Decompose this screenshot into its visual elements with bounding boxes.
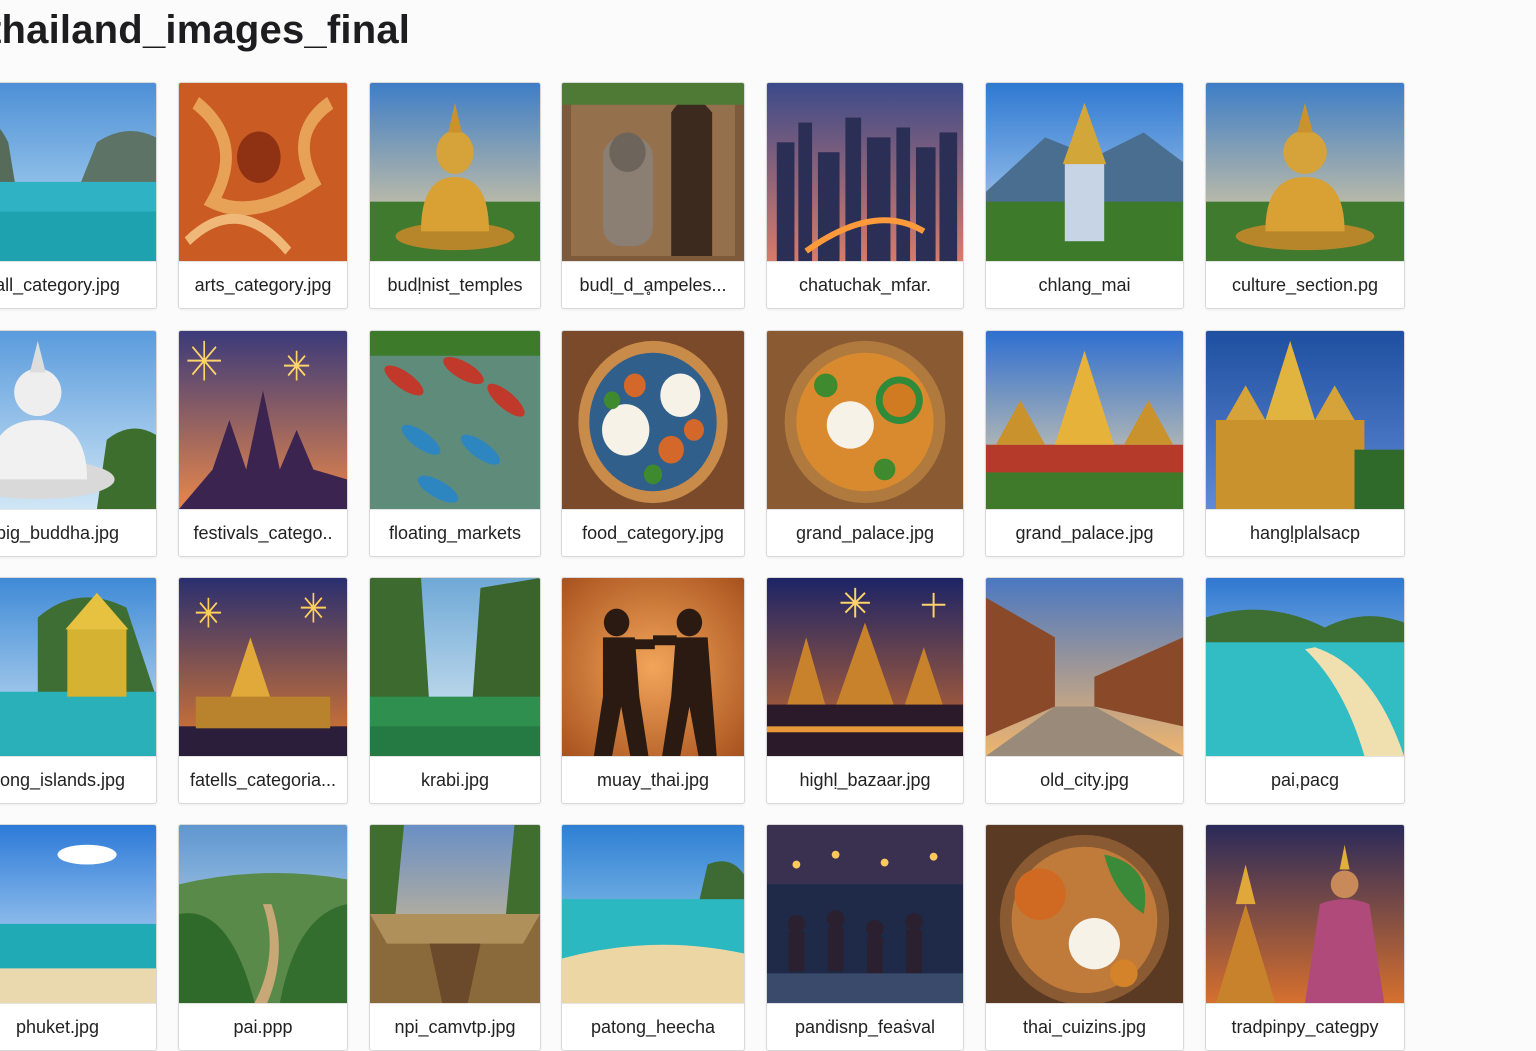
file-name-label: pai.ppp — [179, 1003, 347, 1050]
file-tile[interactable]: big_buddha.jpg — [0, 330, 157, 557]
file-name-label: floating_markets — [370, 509, 540, 556]
file-name-label: hong_islands.jpg — [0, 756, 156, 803]
file-name-label: panḋisnp_feaṡval — [767, 1003, 963, 1050]
file-tile[interactable]: budḷ_d_ḁmpeles... — [561, 82, 745, 309]
file-name-label: chatuchak_mfar. — [767, 261, 963, 308]
golden-buddha-image-icon — [1206, 83, 1404, 261]
file-tile[interactable]: panḋisnp_feaṡval — [766, 824, 964, 1051]
file-tile[interactable]: tradpinpy_categpy — [1205, 824, 1405, 1051]
mountain-temple-image-icon — [986, 83, 1183, 261]
file-tile[interactable]: patong_heecha — [561, 824, 745, 1051]
night-temple-image-icon — [767, 578, 963, 756]
file-name-label: npi_camvtp.jpg — [370, 1003, 540, 1050]
pagoda-fireworks-image-icon — [179, 578, 347, 756]
file-name-label: thai_cuizins.jpg — [986, 1003, 1183, 1050]
file-tile[interactable]: phuket.jpg — [0, 824, 157, 1051]
file-tile[interactable]: food_category.jpg — [561, 330, 745, 557]
file-name-label: krabi.jpg — [370, 756, 540, 803]
file-tile[interactable]: grand_palace.jpg — [766, 330, 964, 557]
sandy-beach-image-icon — [562, 825, 744, 1003]
white-buddha-image-icon — [0, 331, 156, 509]
file-name-label: hangḷplalsacp — [1206, 509, 1404, 556]
file-name-label: festivals_catego.. — [179, 509, 347, 556]
file-tile[interactable]: hangḷplalsacp — [1205, 330, 1405, 557]
file-name-label: old_city.jpg — [986, 756, 1183, 803]
file-name-label: phuket.jpg — [0, 1003, 156, 1050]
old-wall-road-image-icon — [986, 578, 1183, 756]
file-tile[interactable]: muay_thai.jpg — [561, 577, 745, 804]
file-grid: all_category.jpg arts_category.jpg budḷnis… — [0, 82, 1405, 1051]
curry-bowl-image-icon — [767, 331, 963, 509]
file-tile[interactable]: budḷnist_temples — [369, 82, 541, 309]
file-tile[interactable]: krabi.jpg — [369, 577, 541, 804]
file-tile[interactable]: arts_category.jpg — [178, 82, 348, 309]
file-tile[interactable]: floating_markets — [369, 330, 541, 557]
file-tile[interactable]: grand_palace.jpg — [985, 330, 1184, 557]
file-tile[interactable]: chlang_mai — [985, 82, 1184, 309]
boxers-silhouette-image-icon — [562, 578, 744, 756]
file-tile[interactable]: pai,pacg — [1205, 577, 1405, 804]
file-name-label: grand_palace.jpg — [767, 509, 963, 556]
file-tile[interactable]: hong_islands.jpg — [0, 577, 157, 804]
file-tile[interactable]: pai.ppp — [178, 824, 348, 1051]
file-tile[interactable]: fatells_categoria... — [178, 577, 348, 804]
thai-platter-image-icon — [986, 825, 1183, 1003]
file-name-label: big_buddha.jpg — [0, 509, 156, 556]
file-name-label: all_category.jpg — [0, 261, 156, 308]
stone-ruins-image-icon — [562, 83, 744, 261]
canyon-sunset-image-icon — [370, 825, 540, 1003]
night-market-image-icon — [767, 825, 963, 1003]
file-name-label: culture_section.pg — [1206, 261, 1404, 308]
beach-sky-image-icon — [0, 825, 156, 1003]
file-name-label: tradpinpy_categpy — [1206, 1003, 1404, 1050]
golden-palace-image-icon — [1206, 331, 1404, 509]
food-bowl-image-icon — [562, 331, 744, 509]
file-tile[interactable]: npi_camvtp.jpg — [369, 824, 541, 1051]
file-name-label: fatells_categoria... — [179, 756, 347, 803]
file-name-label: grand_palace.jpg — [986, 509, 1183, 556]
file-tile[interactable]: festivals_catego.. — [178, 330, 348, 557]
river-cliffs-image-icon — [370, 578, 540, 756]
file-name-label: muay_thai.jpg — [562, 756, 744, 803]
file-name-label: budḷnist_temples — [370, 261, 540, 308]
file-name-label: budḷ_d_ḁmpeles... — [562, 261, 744, 308]
file-name-label: pai,pacg — [1206, 756, 1404, 803]
beach-cove-image-icon — [1206, 578, 1404, 756]
file-name-label: arts_category.jpg — [179, 261, 347, 308]
grand-palace-image-icon — [986, 331, 1183, 509]
file-name-label: patong_heecha — [562, 1003, 744, 1050]
thai-dancer-image-icon — [1206, 825, 1404, 1003]
valley-path-image-icon — [179, 825, 347, 1003]
file-name-label: chlang_mai — [986, 261, 1183, 308]
file-name-label: highḷ_bazaar.jpg — [767, 756, 963, 803]
file-tile[interactable]: highḷ_bazaar.jpg — [766, 577, 964, 804]
temple-fireworks-image-icon — [179, 331, 347, 509]
file-tile[interactable]: thai_cuizins.jpg — [985, 824, 1184, 1051]
island-pavilion-image-icon — [0, 578, 156, 756]
file-tile[interactable]: chatuchak_mfar. — [766, 82, 964, 309]
mural-art-image-icon — [179, 83, 347, 261]
city-skyline-image-icon — [767, 83, 963, 261]
golden-buddha-image-icon — [370, 83, 540, 261]
lagoon-cliffs-image-icon — [0, 83, 156, 261]
folder-title: thailand_images_final — [0, 8, 411, 52]
file-name-label: food_category.jpg — [562, 509, 744, 556]
floating-boats-image-icon — [370, 331, 540, 509]
file-tile[interactable]: culture_section.pg — [1205, 82, 1405, 309]
file-tile[interactable]: all_category.jpg — [0, 82, 157, 309]
file-tile[interactable]: old_city.jpg — [985, 577, 1184, 804]
